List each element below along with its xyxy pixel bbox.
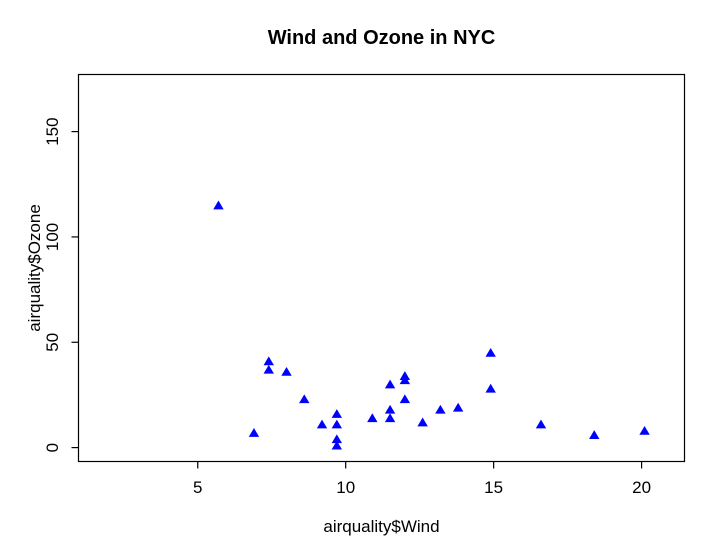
plot-area-border — [77, 73, 686, 463]
x-tick-label: 20 — [632, 478, 651, 497]
data-point-triangle — [263, 356, 274, 366]
data-point-triangle — [384, 379, 396, 389]
data-point-triangle — [331, 409, 343, 418]
data-point-triangle — [331, 419, 343, 429]
data-point-triangle — [367, 413, 378, 423]
y-axis-label: airquality$Ozone — [25, 204, 44, 332]
y-axis: 0 50 100 150 — [43, 117, 79, 452]
x-axis: 5 10 15 20 — [193, 461, 651, 497]
y-tick-label: 100 — [43, 223, 62, 251]
x-axis-label: airquality$Wind — [323, 517, 439, 536]
y-tick-label: 50 — [43, 333, 62, 352]
y-tick-label: 0 — [43, 443, 62, 452]
x-tick-label: 5 — [193, 478, 202, 497]
data-point-triangle — [485, 383, 496, 393]
data-point-triangle — [485, 347, 496, 357]
data-point-triangle — [384, 413, 396, 423]
data-point-triangle — [331, 434, 343, 444]
chart-title: Wind and Ozone in NYC — [268, 27, 496, 49]
data-point-triangle — [299, 394, 310, 404]
data-point-triangle — [384, 404, 396, 414]
data-point-triangle — [248, 428, 260, 437]
data-point-triangle — [589, 430, 600, 439]
data-point-triangle — [281, 366, 292, 376]
data-point-triangle — [452, 402, 464, 412]
data-point-triangle — [331, 440, 343, 450]
data-point-triangle — [435, 404, 446, 414]
data-point-triangle — [263, 364, 274, 374]
data-point-triangle — [399, 394, 411, 404]
data-point-triangle — [213, 200, 224, 210]
data-point-triangle — [417, 417, 428, 427]
data-point-triangle — [316, 419, 328, 429]
x-tick-label: 10 — [336, 478, 355, 497]
data-point-triangle — [639, 425, 650, 435]
data-point-triangle — [399, 375, 411, 385]
y-tick-label: 150 — [43, 117, 62, 145]
data-points — [213, 200, 650, 450]
x-tick-label: 15 — [484, 478, 503, 497]
data-point-triangle — [535, 419, 547, 429]
